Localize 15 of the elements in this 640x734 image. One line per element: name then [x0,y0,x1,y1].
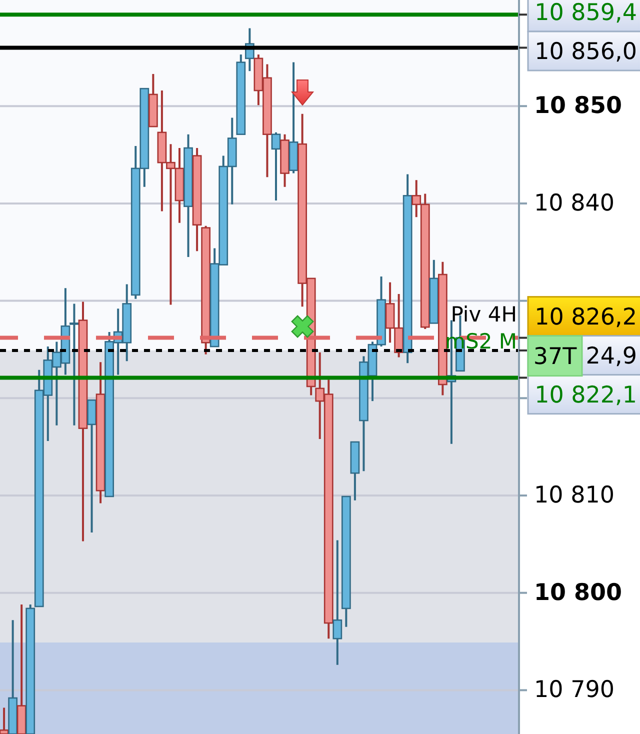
y-tick-label: 10 840 [534,190,614,216]
y-tick-label: 10 790 [534,677,614,704]
candlestick [0,706,9,734]
ref-line-label: 10 826,2 [534,304,637,330]
annotation: Piv 4H [450,302,517,326]
candlestick [332,539,342,666]
candlestick [271,131,281,202]
ref-line-label: 10 856,0 [534,39,637,65]
text: 24,9 [586,343,637,370]
ref-line-label: 10 859,4 [534,0,637,26]
y-tick-label: 10 800 [534,580,622,606]
y-tick-label: 10 850 [534,93,622,120]
ref-line-label: 10 822,1 [534,382,637,408]
text: 37T [533,344,578,370]
y-tick-label: 10 810 [534,482,614,508]
